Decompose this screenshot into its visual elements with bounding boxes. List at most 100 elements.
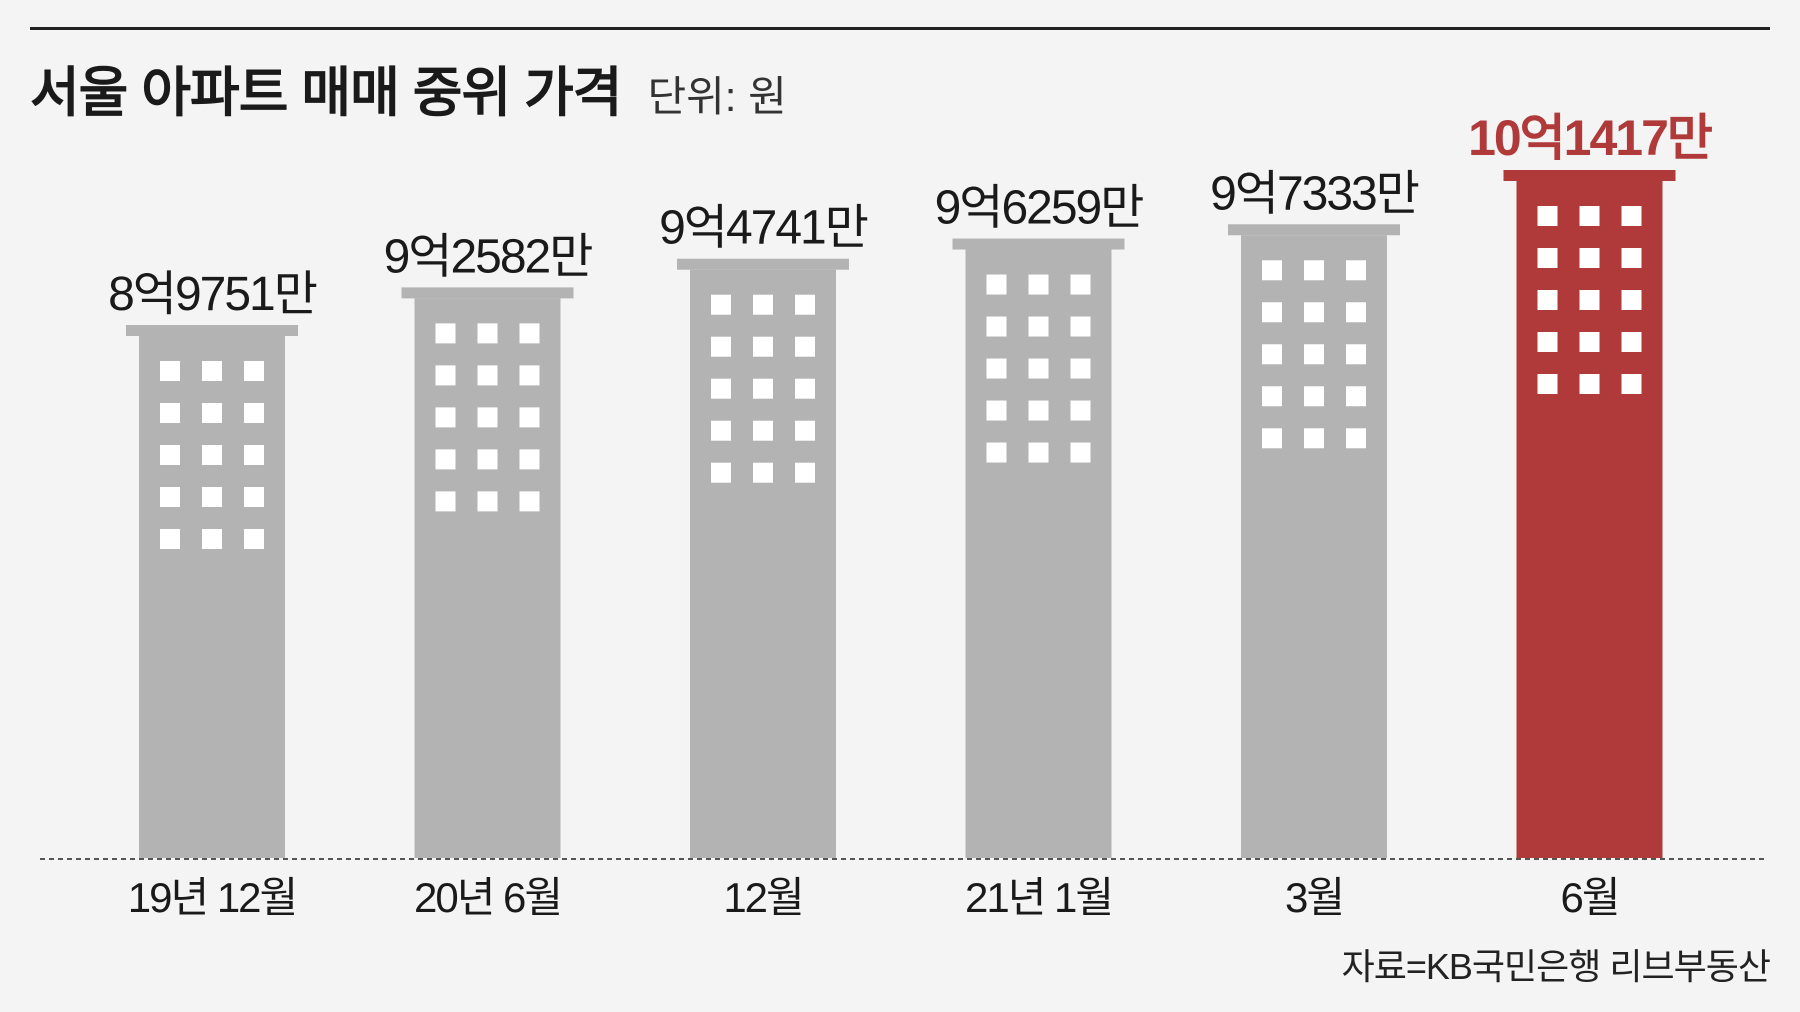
bar-window (1304, 344, 1324, 365)
bar-window (1579, 248, 1600, 268)
data-label: 9억6259만 (935, 182, 1144, 235)
bar-window (1028, 442, 1049, 463)
x-tick-label: 12월 (723, 874, 802, 921)
bar-chart: 8억9751만 19년 12월 9억2582만 20년 6월 9억4741만 12월 9억6… (40, 110, 1768, 921)
bar-window (1621, 290, 1642, 310)
bar-window (1262, 428, 1282, 449)
bar-window (1537, 248, 1558, 268)
bar-window (1537, 374, 1558, 394)
bar-window (986, 274, 1007, 295)
bar-window (753, 294, 773, 315)
bar-window (1304, 428, 1324, 449)
bar-roof (1503, 170, 1676, 181)
bar-window (1346, 344, 1366, 365)
bar-window (477, 323, 498, 344)
bar-window (519, 449, 540, 470)
bar-window (1579, 206, 1600, 226)
bar-window (1028, 358, 1049, 379)
x-tick-label: 6월 (1561, 874, 1619, 921)
data-label: 9억7333만 (1210, 167, 1419, 220)
bar-window (1346, 302, 1366, 323)
bar-window (1579, 290, 1600, 310)
unit-label: 단위: 원 (647, 73, 787, 120)
bar-window (795, 462, 815, 483)
bar-window (202, 487, 222, 507)
bar-window (1537, 332, 1558, 352)
bar-window (477, 407, 498, 428)
bar-window (1579, 332, 1600, 352)
bar-window (753, 378, 773, 399)
bar-roof (952, 238, 1125, 250)
data-label: 9억2582만 (384, 230, 593, 283)
bar-window (244, 529, 264, 549)
bar-window (753, 420, 773, 441)
top-rule (30, 27, 1770, 30)
bar-window (435, 491, 456, 512)
x-tick-label: 20년 6월 (414, 874, 561, 921)
bar-window (244, 403, 264, 423)
bar-window (202, 529, 222, 549)
bar-window (1621, 332, 1642, 352)
bar-window (1262, 260, 1282, 281)
title-row: 서울 아파트 매매 중위 가격 단위: 원 (30, 48, 787, 128)
bar-window (986, 442, 1007, 463)
bar-window (1070, 274, 1091, 295)
bar-window (711, 336, 731, 357)
bar-window (1346, 386, 1366, 407)
bar-window (1621, 206, 1642, 226)
bar-window (519, 407, 540, 428)
bar-window (477, 491, 498, 512)
bar-window (1346, 260, 1366, 281)
bar-window (1304, 260, 1324, 281)
bar-window (1621, 248, 1642, 268)
bar-window (1070, 400, 1091, 421)
bar-roof (126, 325, 298, 336)
bar-window (519, 491, 540, 512)
bar (965, 249, 1112, 859)
bar-window (986, 358, 1007, 379)
bar-window (711, 378, 731, 399)
bar-window (435, 365, 456, 386)
bar-window (1070, 316, 1091, 337)
bar-window (435, 407, 456, 428)
bar-window (202, 445, 222, 465)
bar-window (1262, 386, 1282, 407)
bar-window (160, 445, 180, 465)
bar-window (1028, 274, 1049, 295)
bar-window (1621, 374, 1642, 394)
bar-window (1304, 386, 1324, 407)
x-tick-label: 21년 1월 (965, 874, 1112, 921)
bar-window (1070, 358, 1091, 379)
source-note: 자료=KB국민은행 리브부동산 (1341, 946, 1771, 987)
bar (1516, 181, 1663, 858)
bar-window (1537, 206, 1558, 226)
bar-window (160, 487, 180, 507)
bar-window (160, 403, 180, 423)
bar-window (795, 420, 815, 441)
bar-window (795, 378, 815, 399)
bar (414, 298, 561, 858)
bar-window (986, 400, 1007, 421)
bar-window (1346, 428, 1366, 449)
bar-window (753, 462, 773, 483)
bar-window (986, 316, 1007, 337)
bar-window (477, 449, 498, 470)
bar-roof (401, 287, 574, 299)
bar-window (711, 420, 731, 441)
bar-window (1537, 290, 1558, 310)
bar-window (1028, 400, 1049, 421)
bar-window (1070, 442, 1091, 463)
bar-window (435, 323, 456, 344)
bar-window (1028, 316, 1049, 337)
x-tick-label: 3월 (1285, 874, 1343, 921)
bar-window (202, 361, 222, 381)
bar-window (435, 449, 456, 470)
data-label: 9억4741만 (659, 202, 868, 255)
bar-window (795, 336, 815, 357)
bar-window (160, 529, 180, 549)
bar-window (160, 361, 180, 381)
bar-window (795, 294, 815, 315)
bar-window (1304, 302, 1324, 323)
bar-window (711, 462, 731, 483)
bar-window (202, 403, 222, 423)
